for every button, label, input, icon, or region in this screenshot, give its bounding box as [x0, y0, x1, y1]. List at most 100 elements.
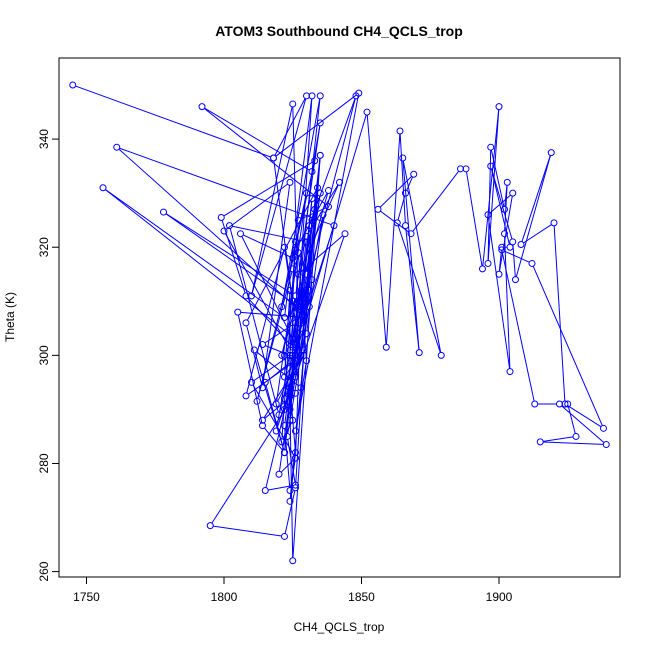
data-point — [300, 281, 308, 289]
data-point — [297, 286, 305, 294]
series-segment — [264, 427, 283, 451]
series-segment — [289, 358, 294, 418]
series-segment — [465, 171, 483, 266]
data-point — [206, 522, 214, 530]
series-segment — [251, 106, 293, 294]
series-segment — [105, 189, 294, 338]
data-point — [303, 232, 310, 240]
series-segment — [312, 125, 321, 169]
data-point — [286, 178, 294, 186]
data-point — [250, 346, 258, 354]
data-point — [363, 108, 371, 116]
data-point — [286, 384, 294, 392]
series-segment — [284, 428, 291, 488]
series-segment — [237, 314, 263, 423]
series-segment — [543, 441, 604, 445]
y-tick-label: 320 — [37, 237, 51, 257]
series-segment — [268, 485, 293, 491]
series-segment — [295, 309, 302, 456]
series-segment — [402, 160, 420, 350]
y-axis: 260 280 300 320 340 — [37, 129, 59, 582]
data-point — [292, 319, 299, 327]
series-segment — [165, 213, 297, 306]
series-segment — [567, 405, 602, 428]
series-segment — [504, 236, 511, 369]
data-point — [300, 314, 308, 321]
data-point — [503, 178, 511, 186]
y-tick-label: 300 — [37, 345, 51, 365]
data-point — [99, 184, 107, 192]
data-point — [498, 246, 506, 254]
data-point — [292, 238, 299, 246]
data-point — [402, 222, 409, 230]
data-point — [374, 205, 382, 213]
data-point — [281, 373, 288, 381]
series-segment — [405, 228, 420, 350]
data-point — [308, 195, 316, 203]
series-segment — [264, 394, 294, 419]
data-point — [294, 249, 302, 257]
data-point — [382, 343, 390, 351]
data-point — [292, 427, 299, 435]
data-point — [355, 89, 363, 97]
data-point — [281, 395, 288, 403]
series-segment — [284, 490, 296, 534]
series-segment — [221, 220, 246, 294]
data-point — [278, 303, 286, 311]
series-segment — [498, 250, 502, 272]
data-point — [600, 424, 607, 432]
data-point — [305, 286, 313, 294]
data-point — [289, 265, 297, 273]
series-segment — [246, 190, 317, 321]
series-segment — [487, 217, 511, 369]
data-point — [217, 213, 225, 221]
data-point — [316, 92, 324, 100]
data-point — [303, 238, 310, 246]
data-point — [234, 308, 242, 316]
data-point — [289, 297, 297, 305]
data-point — [556, 400, 563, 408]
data-point — [292, 357, 299, 365]
series-segment — [274, 98, 306, 156]
data-point — [278, 438, 286, 446]
x-tick-label: 1800 — [211, 590, 238, 604]
series-segment — [119, 147, 332, 226]
data-point — [113, 143, 121, 151]
data-point — [292, 449, 299, 457]
series-segment — [568, 406, 576, 434]
series-segment — [366, 115, 387, 345]
series-segment — [252, 384, 295, 456]
data-point — [294, 303, 302, 311]
series-segment — [515, 155, 551, 277]
data-point — [259, 416, 266, 424]
data-point — [308, 276, 316, 284]
data-point — [305, 222, 313, 230]
data-point — [289, 254, 297, 262]
series-segment — [226, 183, 288, 230]
data-point — [564, 400, 572, 408]
data-point — [289, 557, 297, 565]
data-point — [501, 230, 508, 238]
series-segment — [504, 250, 530, 263]
data-point — [506, 243, 514, 251]
data-point — [69, 81, 77, 89]
data-point — [303, 270, 310, 278]
data-point — [242, 292, 250, 300]
series-segment — [246, 325, 263, 385]
series-segment — [296, 192, 328, 248]
data-point — [319, 211, 327, 219]
data-point — [292, 292, 299, 300]
data-point — [297, 303, 305, 311]
series-points — [69, 81, 610, 565]
data-point — [198, 103, 206, 111]
data-point — [300, 351, 308, 359]
data-point — [484, 259, 492, 267]
data-point — [292, 389, 299, 397]
data-point — [248, 378, 255, 386]
data-point — [292, 481, 299, 489]
data-point — [289, 357, 297, 365]
data-point — [261, 378, 269, 386]
series-segment — [412, 170, 460, 232]
series-segment — [490, 150, 505, 207]
